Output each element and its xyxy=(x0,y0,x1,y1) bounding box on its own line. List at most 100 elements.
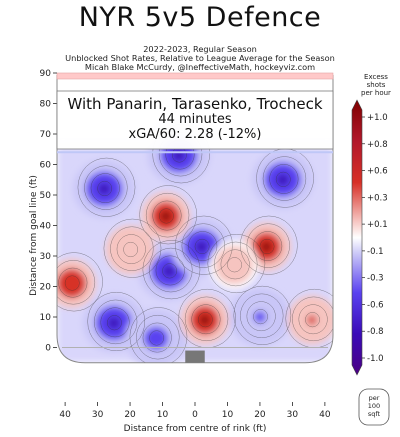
contour-10-4 xyxy=(87,291,146,352)
contour-12-2 xyxy=(188,231,218,261)
contour-2-2 xyxy=(191,304,221,335)
contour-9-3 xyxy=(262,156,307,201)
chart-title: NYR 5v5 Defence xyxy=(78,2,322,33)
y-tick-label-0: 0 xyxy=(45,344,51,354)
contour-9-1 xyxy=(275,171,291,187)
contour-2-3 xyxy=(184,296,229,342)
contour-1-4 xyxy=(240,215,298,275)
contour-11-2 xyxy=(155,255,185,286)
y-tick-label-20: 20 xyxy=(40,283,52,293)
colorbar xyxy=(351,99,363,376)
x-axis-label: Distance from centre of rink (ft) xyxy=(124,424,267,434)
contour-0-4 xyxy=(139,185,198,245)
y-tick-label-40: 40 xyxy=(40,222,52,232)
coldspot-1-ring-4 xyxy=(172,149,185,162)
contour-lines xyxy=(57,124,333,363)
hotspot-5-ring-4 xyxy=(125,245,135,255)
contour-11-4 xyxy=(142,240,201,300)
unit-badge xyxy=(358,388,390,426)
coldspot-2-ring-4 xyxy=(276,173,289,186)
unit-badge-line-2: sqft xyxy=(368,410,381,418)
contour-14-3 xyxy=(240,293,284,339)
contour-0-3 xyxy=(145,192,190,238)
density-layer xyxy=(57,126,333,363)
info-box-xga: xGA/60: 2.28 (-12%) xyxy=(128,127,262,142)
contour-4-1 xyxy=(305,312,320,328)
x-tick-label-5: 10 xyxy=(222,410,234,420)
x-tick-label-4: 0 xyxy=(192,410,198,420)
goal-net xyxy=(185,350,205,363)
contour-6-1 xyxy=(227,257,242,273)
contour-6-4 xyxy=(207,234,266,294)
x-tick-label-3: 10 xyxy=(157,410,169,420)
contour-3-4 xyxy=(57,252,103,312)
colorbar-tick-label-8: -0.8 xyxy=(367,327,384,337)
colorbar-tick-label-3: +0.3 xyxy=(367,193,388,203)
contour-7-2 xyxy=(90,173,120,203)
contour-13-2 xyxy=(142,322,172,353)
contour-4-2 xyxy=(298,304,328,335)
contour-5-3 xyxy=(110,226,154,271)
chart-subtitle-author: Micah Blake McCurdy, @IneffectiveMath, h… xyxy=(84,62,316,72)
y-tick-label-60: 60 xyxy=(40,161,52,171)
hotspot-1-ring-4 xyxy=(261,241,272,252)
hotspot-2-ring-4 xyxy=(199,315,210,325)
x-tick-label-6: 20 xyxy=(254,410,266,420)
x-tick-label-2: 20 xyxy=(124,410,136,420)
contour-4-3 xyxy=(292,296,333,342)
contour-12-3 xyxy=(181,223,225,268)
contour-14-4 xyxy=(233,285,292,345)
y-tick-label-30: 30 xyxy=(40,252,52,262)
hotspot-4-ring-4 xyxy=(307,315,317,325)
x-tick-label-7: 30 xyxy=(287,410,299,420)
coldspot-3-ring-4 xyxy=(107,317,120,329)
info-box-minutes: 44 minutes xyxy=(158,112,232,127)
y-axis-label: Distance from goal line (ft) xyxy=(29,175,39,296)
contour-13-1 xyxy=(149,330,165,346)
contour-1-2 xyxy=(253,231,283,261)
contour-11-3 xyxy=(149,247,193,293)
chart-subtitle-season: 2022-2023, Regular Season xyxy=(143,44,257,54)
y-tick-label-50: 50 xyxy=(40,191,52,201)
colorbar-title-0: Excess xyxy=(364,73,388,81)
y-tick-label-70: 70 xyxy=(40,130,52,140)
colorbar-tick-label-0: +1.0 xyxy=(367,113,388,123)
contour-12-4 xyxy=(175,215,233,275)
contour-1-3 xyxy=(246,223,290,268)
contour-5-2 xyxy=(116,234,146,264)
contour-14-1 xyxy=(253,309,268,325)
contour-3-1 xyxy=(64,275,80,291)
colorbar-tick-label-2: +0.6 xyxy=(367,167,388,177)
contour-10-3 xyxy=(93,299,138,345)
contour-10-1 xyxy=(107,315,122,331)
contour-5-4 xyxy=(103,218,162,278)
x-tick-label-1: 30 xyxy=(92,410,104,420)
colorbar-tick-label-5: -0.1 xyxy=(367,247,384,257)
coldspot-5-ring-4 xyxy=(195,241,208,253)
contour-0-1 xyxy=(158,208,174,224)
contour-7-4 xyxy=(77,157,136,217)
y-tick-label-90: 90 xyxy=(40,69,52,79)
contour-6-3 xyxy=(214,241,258,287)
colorbar-tick-label-7: -0.6 xyxy=(367,300,384,310)
colorbar-title-2: per hour xyxy=(361,89,391,97)
contour-2-1 xyxy=(197,312,213,328)
hotspot-6-ring-4 xyxy=(229,260,239,271)
y-tick-label-80: 80 xyxy=(40,100,52,110)
colorbar-tick-label-6: -0.3 xyxy=(367,274,384,284)
contour-3-2 xyxy=(58,267,88,298)
contour-6-2 xyxy=(220,249,250,280)
contour-9-2 xyxy=(269,164,299,194)
colorbar-tick-label-9: -1.0 xyxy=(367,354,384,364)
coldspot-7-ring-4 xyxy=(253,311,267,323)
contour-11-1 xyxy=(162,263,178,279)
info-box xyxy=(56,90,334,150)
colorbar-tick-label-1: +0.8 xyxy=(367,140,388,150)
contour-5-1 xyxy=(123,241,139,258)
contour-0-2 xyxy=(152,200,182,231)
contour-13-3 xyxy=(136,314,180,360)
colorbar-tick-label-4: +0.1 xyxy=(367,220,388,230)
